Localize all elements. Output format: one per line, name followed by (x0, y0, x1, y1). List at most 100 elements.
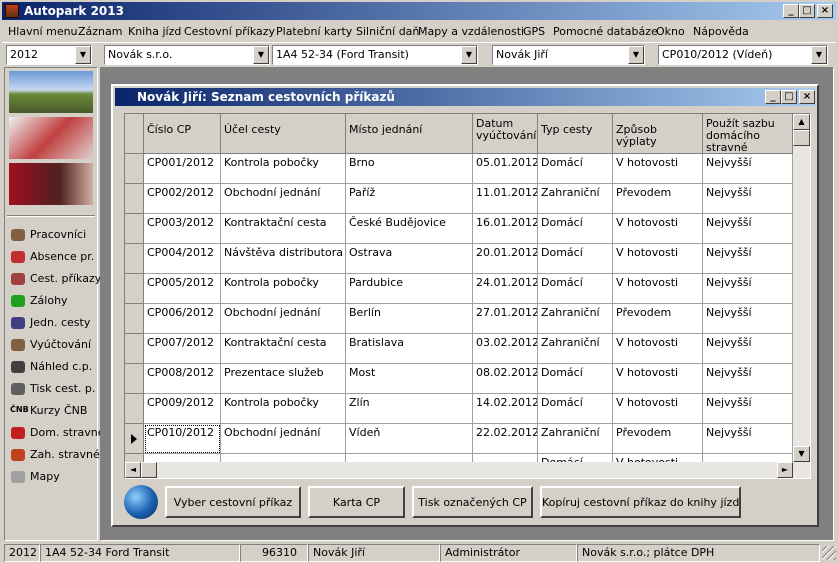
table-cell[interactable]: České Budějovice (346, 214, 473, 244)
sidebar-item[interactable]: Zah. stravné (30, 448, 100, 461)
table-cell[interactable]: Nejvyšší (703, 304, 793, 334)
menu-item[interactable]: Kniha jízd (128, 25, 182, 38)
action-button[interactable]: Tisk označených CP (412, 486, 533, 518)
table-cell[interactable]: 14.02.2012 (473, 394, 538, 424)
table-cell[interactable]: CP009/2012 (144, 394, 221, 424)
column-header[interactable]: Použít sazbu domácího stravné (703, 114, 793, 154)
table-cell[interactable]: Berlín (346, 304, 473, 334)
close-button[interactable]: × (817, 4, 833, 18)
table-cell[interactable]: V hotovosti (613, 334, 703, 364)
table-cell[interactable]: Brno (346, 154, 473, 184)
table-cell[interactable]: 11.01.2012 (473, 184, 538, 214)
combo-box[interactable]: CP010/2012 (Vídeň) ▼ (658, 45, 828, 65)
maximize-button[interactable]: □ (799, 4, 815, 18)
table-cell[interactable]: CP005/2012 (144, 274, 221, 304)
table-cell[interactable]: Pardubice (346, 274, 473, 304)
sidebar-item[interactable]: Náhled c.p. (30, 360, 93, 373)
sidebar-item[interactable]: Absence pr. (30, 250, 95, 263)
table-cell[interactable]: Zahraniční (538, 424, 613, 454)
menu-item[interactable]: Nápověda (693, 25, 749, 38)
table-cell[interactable]: Nejvyšší (703, 244, 793, 274)
table-cell[interactable]: Nejvyšší (703, 394, 793, 424)
scroll-up[interactable]: ▲ (793, 114, 810, 130)
table-cell[interactable]: Obchodní jednání (221, 304, 346, 334)
table-cell[interactable]: 27.01.2012 (473, 304, 538, 334)
combo-box[interactable]: Novák s.r.o. ▼ (104, 45, 270, 65)
table-cell[interactable]: Návštěva distributora (221, 244, 346, 274)
menu-item[interactable]: Záznam (78, 25, 123, 38)
table-cell[interactable]: V hotovosti (613, 154, 703, 184)
table-cell[interactable]: 20.01.2012 (473, 244, 538, 274)
sidebar-item[interactable]: Mapy (30, 470, 60, 483)
menu-item[interactable]: Okno (656, 25, 685, 38)
table-cell[interactable]: CP002/2012 (144, 184, 221, 214)
table-cell[interactable]: Bratislava (346, 334, 473, 364)
horizontal-scrollbar[interactable] (125, 462, 810, 478)
row-indicator[interactable] (125, 244, 144, 274)
table-cell[interactable]: Kontraktační cesta (221, 214, 346, 244)
table-cell[interactable]: Vídeň (346, 424, 473, 454)
table-cell[interactable]: CP007/2012 (144, 334, 221, 364)
minimize-button[interactable]: _ (783, 4, 799, 18)
table-cell[interactable]: 24.01.2012 (473, 274, 538, 304)
table-cell[interactable]: 16.01.2012 (473, 214, 538, 244)
column-header[interactable]: Typ cesty (538, 114, 613, 154)
table-cell[interactable]: 05.01.2012 (473, 154, 538, 184)
scroll-hthumb[interactable] (141, 462, 157, 478)
scroll-left[interactable]: ◄ (125, 462, 141, 478)
table-cell[interactable]: Kontrola pobočky (221, 394, 346, 424)
table-cell[interactable]: Kontrola pobočky (221, 154, 346, 184)
table-cell[interactable]: V hotovosti (613, 274, 703, 304)
sidebar-item[interactable]: Cest. příkazy (30, 272, 102, 285)
table-cell[interactable]: Domácí (538, 154, 613, 184)
table-cell[interactable]: CP010/2012 (144, 424, 221, 454)
table-cell[interactable]: Převodem (613, 184, 703, 214)
table-cell[interactable]: Kontrola pobočky (221, 274, 346, 304)
menu-item[interactable]: GPS (523, 25, 546, 38)
table-cell[interactable]: Domácí (538, 394, 613, 424)
table-cell[interactable]: V hotovosti (613, 364, 703, 394)
column-header[interactable]: Číslo CP (144, 114, 221, 154)
combo-box[interactable]: Novák Jiří ▼ (492, 45, 645, 65)
table-cell[interactable]: V hotovosti (613, 394, 703, 424)
row-indicator[interactable] (125, 154, 144, 184)
menu-item[interactable]: Platební karty (276, 25, 353, 38)
table-cell[interactable]: CP001/2012 (144, 154, 221, 184)
table-cell[interactable]: Most (346, 364, 473, 394)
sidebar-item[interactable]: Jedn. cesty (30, 316, 91, 329)
table-cell[interactable]: CP006/2012 (144, 304, 221, 334)
sidebar-item[interactable]: Tisk cest. p. (30, 382, 96, 395)
sidebar-item[interactable]: Dom. stravné (30, 426, 105, 439)
table-cell[interactable]: Nejvyšší (703, 154, 793, 184)
table-cell[interactable]: Domácí (538, 274, 613, 304)
column-header[interactable]: Místo jednání (346, 114, 473, 154)
table-cell[interactable]: Domácí (538, 364, 613, 394)
action-button[interactable]: Karta CP (308, 486, 405, 518)
table-cell[interactable]: Zahraniční (538, 304, 613, 334)
menu-item[interactable]: Silniční daň (356, 25, 420, 38)
scroll-thumb[interactable] (793, 130, 810, 146)
table-cell[interactable]: Domácí (538, 244, 613, 274)
table-cell[interactable]: 03.02.2012 (473, 334, 538, 364)
table-cell[interactable]: Nejvyšší (703, 364, 793, 394)
combo-arrow[interactable]: ▼ (628, 46, 644, 64)
table-cell[interactable]: Zahraniční (538, 334, 613, 364)
menu-item[interactable]: Pomocné databáze (553, 25, 658, 38)
table-cell[interactable]: Nejvyšší (703, 274, 793, 304)
table-cell[interactable]: CP003/2012 (144, 214, 221, 244)
scroll-down[interactable]: ▼ (793, 446, 810, 462)
row-indicator[interactable] (125, 274, 144, 304)
table-cell[interactable]: 22.02.2012 (473, 424, 538, 454)
column-header[interactable]: Účel cesty (221, 114, 346, 154)
combo-box[interactable]: 2012 ▼ (6, 45, 92, 65)
table-cell[interactable]: Kontraktační cesta (221, 334, 346, 364)
scroll-right[interactable]: ► (777, 462, 793, 478)
row-indicator[interactable] (125, 394, 144, 424)
table-cell[interactable]: V hotovosti (613, 214, 703, 244)
row-indicator[interactable] (125, 214, 144, 244)
table-cell[interactable]: Paříž (346, 184, 473, 214)
table-cell[interactable]: Zlín (346, 394, 473, 424)
row-indicator[interactable] (125, 364, 144, 394)
table-cell[interactable]: Ostrava (346, 244, 473, 274)
combo-arrow[interactable]: ▼ (811, 46, 827, 64)
